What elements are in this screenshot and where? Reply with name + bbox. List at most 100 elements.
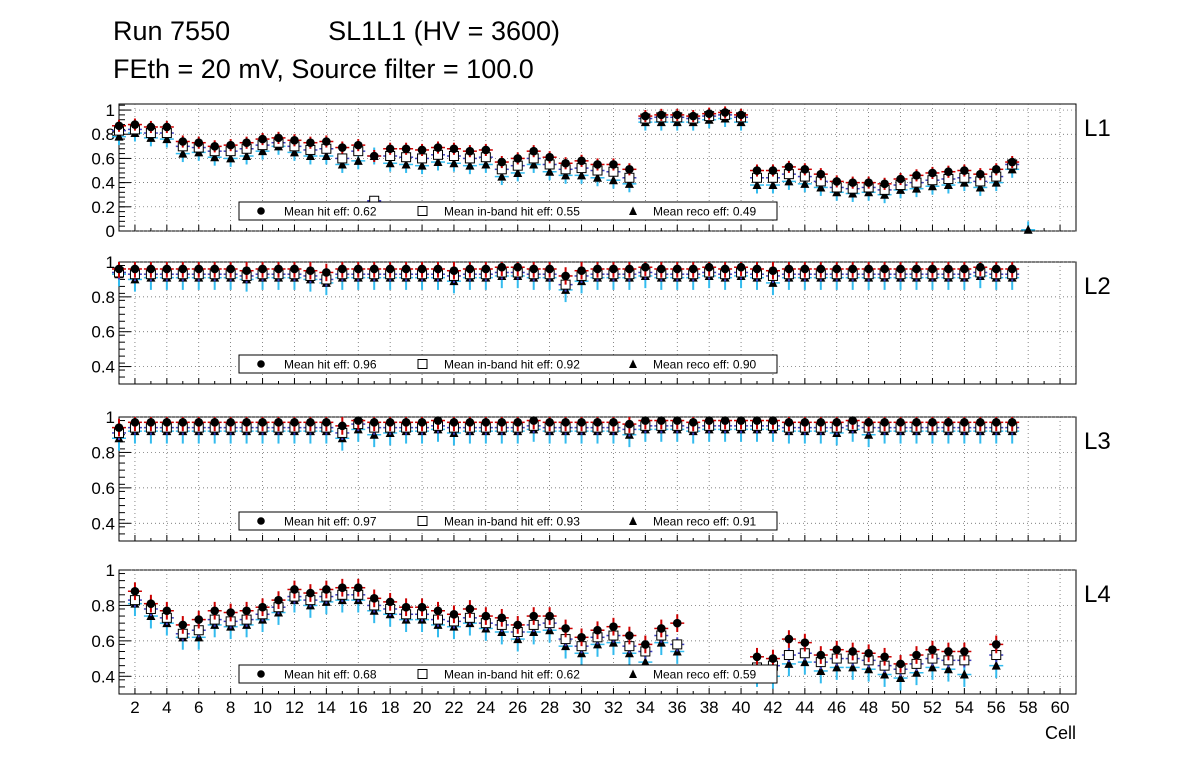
- hit-marker: [896, 418, 905, 427]
- run-number: Run 7550: [113, 16, 231, 46]
- hit-marker: [417, 418, 427, 427]
- hit-marker: [449, 144, 459, 154]
- hit-marker: [832, 264, 842, 274]
- inband-marker: [337, 153, 348, 164]
- legend-box: [238, 664, 778, 684]
- series-hit: [112, 106, 1020, 190]
- hit-marker: [306, 588, 315, 598]
- hit-marker: [688, 418, 698, 427]
- settings-label: FEth = 20 mV, Source filter = 100.0: [113, 54, 534, 84]
- hit-marker: [800, 165, 810, 174]
- hit-marker: [497, 157, 507, 167]
- reco-marker: [832, 662, 842, 672]
- reco-marker: [608, 175, 618, 185]
- hit-marker: [513, 418, 523, 427]
- legend-box: [238, 511, 778, 531]
- reco-marker: [991, 660, 1001, 670]
- hit-marker: [880, 179, 889, 189]
- x-tick-label: 16: [349, 698, 368, 717]
- hit-marker: [385, 264, 395, 274]
- reco-marker: [943, 180, 953, 190]
- hit-marker: [657, 624, 666, 633]
- y-tick-label: 0.6: [91, 632, 115, 651]
- hit-marker: [338, 264, 347, 274]
- y-tick-label: 0.8: [91, 125, 115, 144]
- hit-marker: [1007, 264, 1017, 274]
- legend-hit-marker: [257, 670, 265, 678]
- hit-marker: [912, 264, 921, 274]
- hit-marker: [991, 165, 1001, 174]
- hit-marker: [274, 264, 283, 274]
- reco-marker: [624, 178, 634, 188]
- x-tick-label: 52: [923, 698, 942, 717]
- hit-marker: [130, 586, 140, 596]
- hit-marker: [353, 140, 363, 150]
- legend-inband-marker: [417, 669, 428, 679]
- hit-marker: [944, 167, 953, 177]
- reco-marker: [545, 166, 555, 176]
- hit-marker: [162, 418, 172, 427]
- hit-marker: [928, 418, 937, 427]
- inband-marker: [783, 650, 794, 661]
- hit-marker: [338, 143, 347, 152]
- reco-marker: [784, 176, 794, 186]
- hit-marker: [369, 594, 379, 603]
- x-tick-label: 28: [540, 698, 559, 717]
- x-tick-label: 14: [317, 698, 336, 717]
- reco-marker: [816, 665, 826, 675]
- hit-marker: [401, 418, 411, 427]
- hit-marker: [672, 618, 682, 628]
- hit-marker: [178, 137, 188, 146]
- hit-marker: [944, 264, 953, 274]
- hit-marker: [609, 160, 618, 169]
- hit-marker: [449, 418, 459, 427]
- y-tick-label: 0.6: [91, 149, 115, 168]
- x-tick-label: 36: [668, 698, 687, 717]
- hit-marker: [768, 416, 778, 425]
- hit-marker: [529, 264, 538, 274]
- hit-marker: [322, 418, 331, 427]
- hit-marker: [672, 110, 682, 120]
- hit-marker: [768, 166, 778, 175]
- legend-inband-text: Mean in-band hit eff: 0.62: [444, 668, 580, 682]
- hit-marker: [401, 144, 411, 154]
- x-tick-label: 18: [381, 698, 400, 717]
- reco-marker: [784, 658, 794, 668]
- hit-marker: [960, 647, 969, 656]
- hit-marker: [162, 122, 172, 132]
- hit-marker: [258, 264, 267, 274]
- x-tick-label: 38: [700, 698, 719, 717]
- hit-marker: [800, 264, 810, 274]
- hit-marker: [641, 416, 650, 425]
- legend-reco-marker: [629, 669, 637, 678]
- hit-marker: [976, 262, 985, 272]
- hit-marker: [688, 264, 698, 274]
- hit-marker: [864, 418, 873, 427]
- reco-marker: [640, 657, 650, 667]
- hit-marker: [577, 156, 586, 166]
- hit-marker: [672, 416, 682, 425]
- hit-marker: [816, 650, 826, 660]
- hit-marker: [991, 640, 1001, 649]
- hit-marker: [752, 416, 762, 425]
- reco-marker: [927, 181, 937, 191]
- hit-marker: [768, 266, 778, 276]
- hit-marker: [369, 418, 379, 427]
- hit-marker: [848, 647, 857, 656]
- hit-marker: [242, 266, 251, 276]
- hit-marker: [672, 264, 682, 274]
- hit-marker: [976, 418, 985, 427]
- panel-l3: 0.4 0.6 0.8 1 L3 Mean hit eff: 0.97 Mean in-ba…: [91, 408, 1111, 542]
- hit-marker: [258, 602, 267, 612]
- hit-marker: [529, 416, 538, 425]
- reco-marker: [800, 178, 810, 188]
- hit-marker: [130, 120, 140, 129]
- hit-marker: [146, 122, 156, 132]
- hit-marker: [385, 144, 395, 154]
- panel-title: L1: [1084, 115, 1111, 142]
- hit-marker: [146, 418, 156, 427]
- hit-marker: [944, 418, 953, 427]
- hit-marker: [465, 264, 475, 274]
- legend-inband-text: Mean in-band hit eff: 0.93: [444, 515, 580, 529]
